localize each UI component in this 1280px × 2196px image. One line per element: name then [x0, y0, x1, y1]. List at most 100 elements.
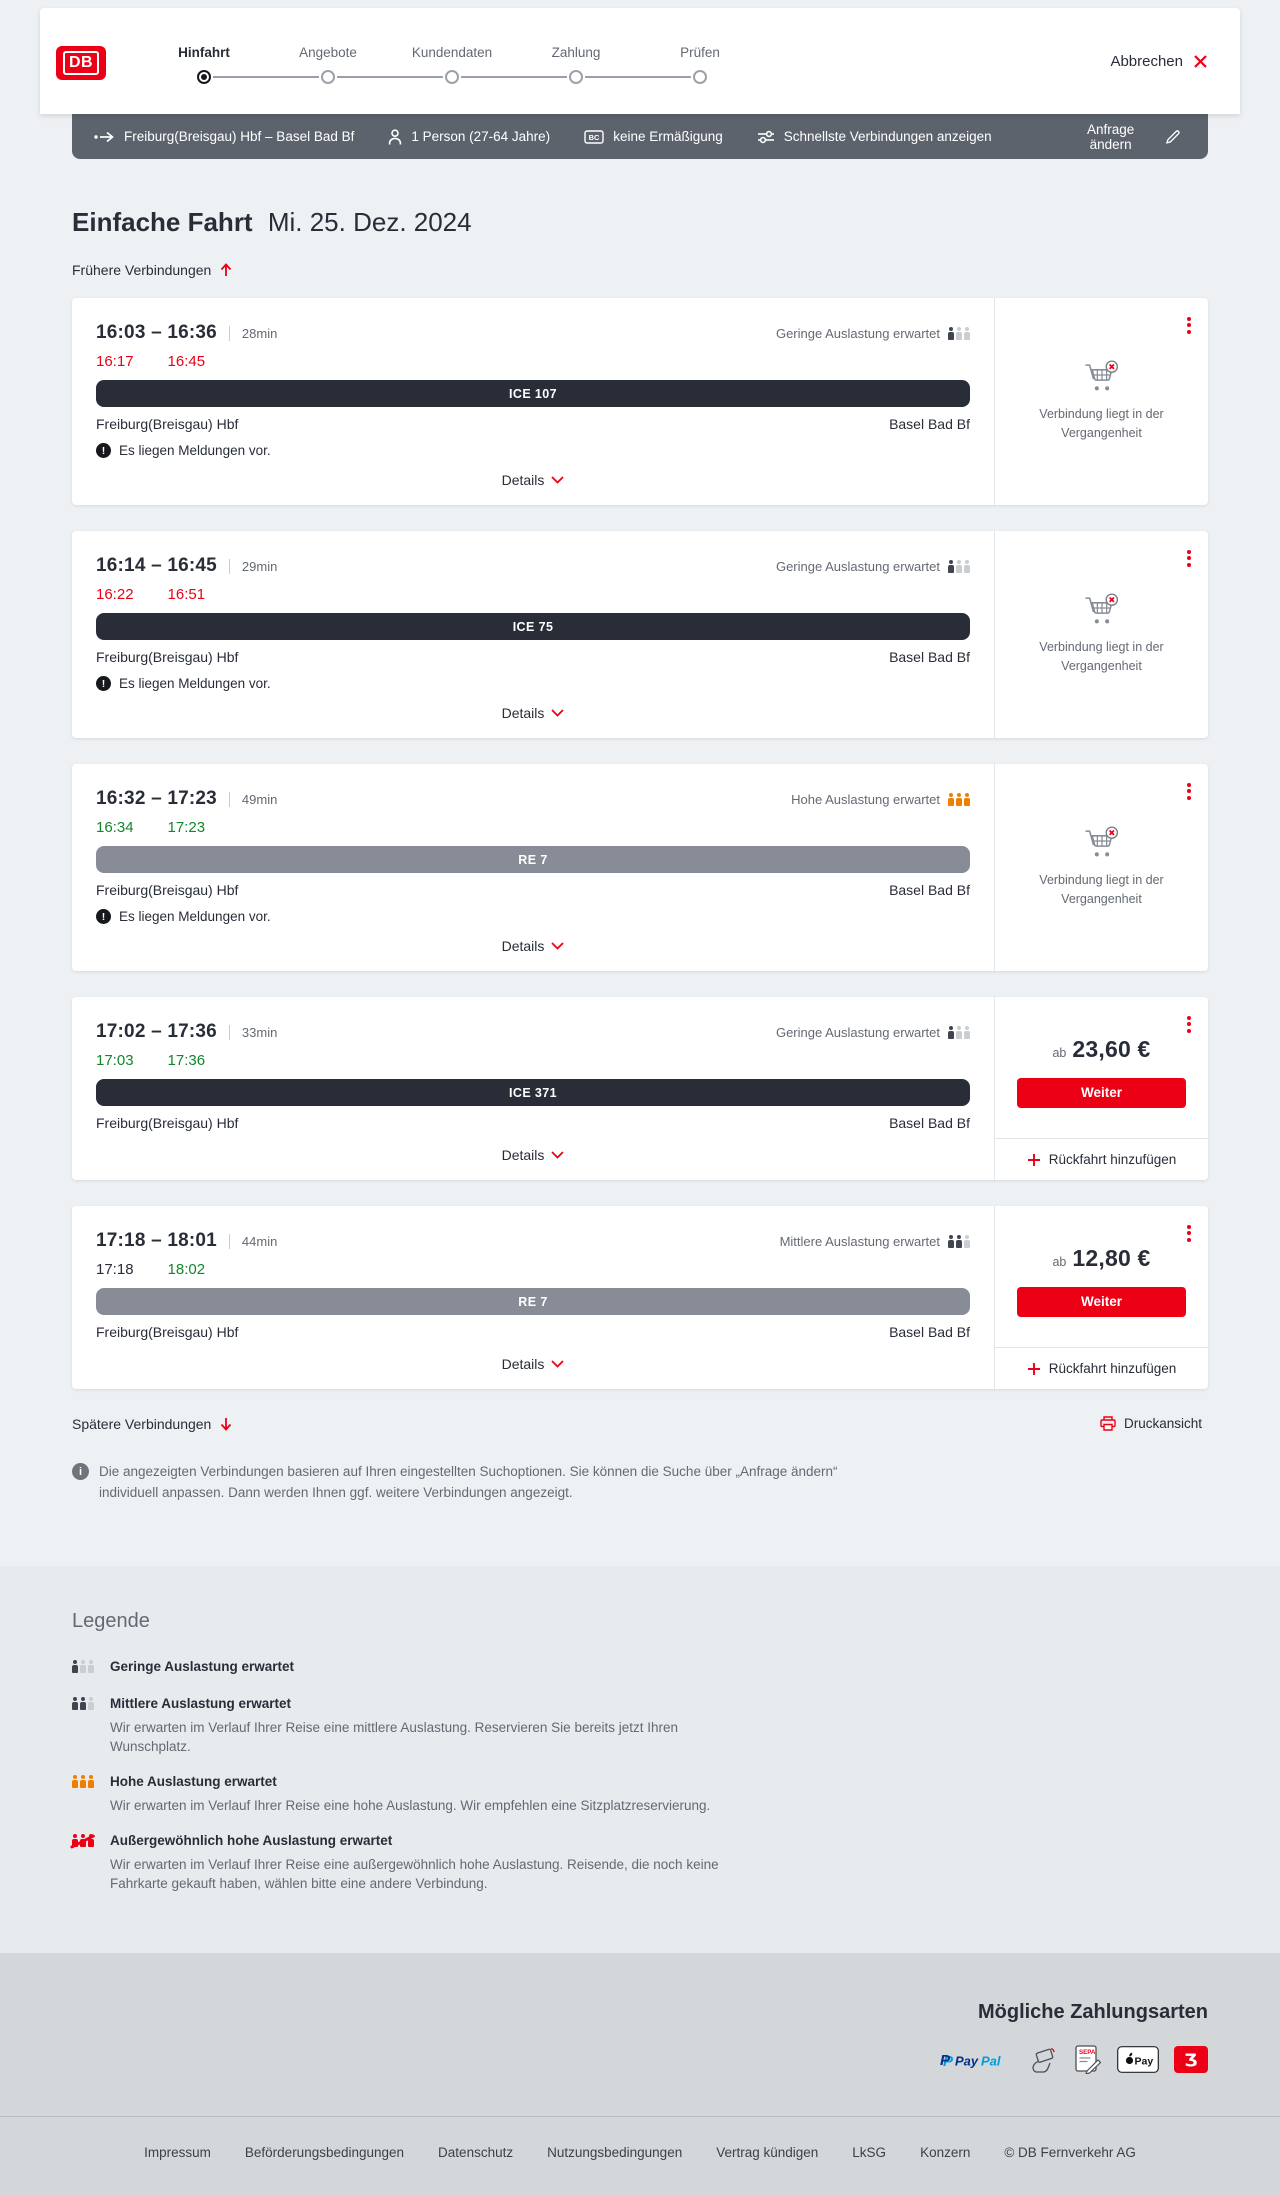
journey-duration: 49min	[241, 792, 278, 807]
print-view-button[interactable]: Druckansicht	[1094, 1415, 1208, 1432]
step-zahlung[interactable]: Zahlung	[514, 45, 691, 84]
legend-item-high: Hohe Auslastung erwartet Wir erwarten im…	[72, 1774, 1208, 1816]
search-options-note: Die angezeigten Verbindungen basieren au…	[72, 1462, 882, 1566]
price-prefix: ab	[1052, 1254, 1067, 1269]
passenger-summary: 1 Person (27-64 Jahre)	[388, 128, 550, 145]
add-return-trip-button[interactable]: Rückfahrt hinzufügen	[1021, 1360, 1183, 1377]
details-button[interactable]: Details	[496, 691, 571, 722]
continue-button[interactable]: Weiter	[1017, 1077, 1186, 1108]
train-badge[interactable]: RE 7	[96, 1288, 970, 1315]
person-icon	[389, 128, 402, 144]
step-dot	[321, 69, 335, 84]
price: 12,80 €	[1072, 1244, 1151, 1271]
page-bottom: Mögliche Zahlungsarten P P Pay Pal	[0, 1952, 1280, 2196]
train-badge[interactable]: ICE 75	[96, 613, 970, 640]
wizard-header: DB Hinfahrt Angebote Kundendaten Zahlung…	[40, 8, 1240, 114]
legend-item-medium: Mittlere Auslastung erwartet Wir erwarte…	[72, 1696, 1208, 1757]
realtime-arrival: 16:51	[167, 586, 206, 603]
train-badge[interactable]: ICE 371	[96, 1079, 970, 1106]
journey-time: 16:14 – 16:45	[96, 555, 217, 576]
footer-link-impressum[interactable]: Impressum	[144, 2144, 211, 2160]
details-button[interactable]: Details	[496, 924, 571, 955]
step-kundendaten[interactable]: Kundendaten	[390, 45, 567, 84]
occupancy-icon	[948, 792, 970, 807]
more-menu-button[interactable]	[1183, 1218, 1195, 1248]
journey-time: 17:18 – 18:01	[96, 1230, 217, 1251]
realtime-departure: 17:18	[96, 1261, 134, 1278]
step-dot	[445, 69, 459, 84]
legend-item-exceptional: Außergewöhnlich hohe Auslastung erwartet…	[72, 1833, 1208, 1894]
past-connection-note: Verbindung liegt in der Vergangenheit	[1039, 873, 1164, 906]
destination-station: Basel Bad Bf	[889, 882, 970, 898]
printer-icon	[1100, 1416, 1116, 1431]
step-dot	[693, 69, 707, 84]
alert-icon	[96, 676, 111, 691]
svg-text:Ʒ: Ʒ	[1184, 2051, 1197, 2071]
search-summary-bar: Freiburg(Breisgau) Hbf – Basel Bad Bf 1 …	[72, 114, 1208, 159]
footer-link-vertrag-kuendigen[interactable]: Vertrag kündigen	[716, 2144, 819, 2160]
svg-text:Pal: Pal	[981, 2053, 1001, 2068]
divider	[228, 791, 230, 807]
step-hinfahrt[interactable]: Hinfahrt	[142, 45, 319, 84]
cancel-label: Abbrechen	[1110, 52, 1183, 70]
footer-link-lksg[interactable]: LkSG	[852, 2144, 887, 2160]
discount-summary: BC keine Ermäßigung	[584, 129, 723, 144]
payments-title: Mögliche Zahlungsarten	[977, 2000, 1208, 2023]
chevron-down-icon	[551, 476, 565, 484]
db-logo-text: DB	[62, 51, 100, 75]
occupancy-medium-icon	[72, 1696, 94, 1711]
occupancy-label: Geringe Auslastung erwartet	[775, 326, 940, 341]
cancel-button[interactable]: Abbrechen	[1104, 52, 1214, 71]
journey-message: Es liegen Meldungen vor.	[119, 909, 271, 924]
origin-station: Freiburg(Breisgau) Hbf	[96, 416, 239, 432]
more-menu-button[interactable]	[1183, 1009, 1195, 1039]
more-menu-button[interactable]	[1183, 776, 1195, 806]
journey-duration: 44min	[241, 1234, 278, 1249]
destination-station: Basel Bad Bf	[889, 1115, 970, 1131]
destination-station: Basel Bad Bf	[889, 649, 970, 665]
footer-link-befoerderungsbedingungen[interactable]: Beförderungsbedingungen	[244, 2144, 405, 2160]
fastest-connections-toggle[interactable]: Schnellste Verbindungen anzeigen	[757, 129, 992, 144]
alert-icon	[96, 443, 111, 458]
footer-link-datenschutz[interactable]: Datenschutz	[438, 2144, 514, 2160]
journey-card: 16:03 – 16:36 28min Geringe Auslastung e…	[72, 298, 1208, 505]
sepa-lastschrift-icon: SEPA	[1072, 2045, 1102, 2075]
occupancy-label: Mittlere Auslastung erwartet	[779, 1234, 940, 1249]
continue-button[interactable]: Weiter	[1017, 1286, 1186, 1317]
journey-card: 16:32 – 17:23 49min Hohe Auslastung erwa…	[72, 764, 1208, 971]
plus-icon	[1027, 1362, 1040, 1375]
occupancy-label: Hohe Auslastung erwartet	[791, 792, 940, 807]
chevron-down-icon	[551, 1151, 565, 1159]
step-pruefen[interactable]: Prüfen	[638, 45, 762, 84]
earlier-connections-link[interactable]: Frühere Verbindungen	[72, 262, 232, 278]
more-menu-button[interactable]	[1183, 310, 1195, 340]
pencil-icon	[1165, 130, 1180, 144]
journey-time: 17:02 – 17:36	[96, 1021, 217, 1042]
info-icon	[72, 1463, 89, 1480]
arrow-down-icon	[221, 1417, 232, 1431]
occupancy-icon	[948, 326, 970, 341]
travel-date: Mi. 25. Dez. 2024	[267, 207, 472, 237]
step-angebote[interactable]: Angebote	[266, 45, 443, 84]
occupancy-label: Geringe Auslastung erwartet	[775, 559, 940, 574]
details-button[interactable]: Details	[496, 458, 571, 489]
occupancy-icon	[948, 1234, 970, 1249]
divider	[228, 1024, 230, 1040]
edit-search-button[interactable]: Anfrage ändern	[1060, 121, 1186, 153]
more-menu-button[interactable]	[1183, 543, 1195, 573]
bahncard-icon: BC	[584, 129, 604, 144]
realtime-departure: 17:03	[96, 1052, 134, 1069]
train-badge[interactable]: ICE 107	[96, 380, 970, 407]
realtime-departure: 16:34	[96, 819, 134, 836]
train-badge[interactable]: RE 7	[96, 846, 970, 873]
details-button[interactable]: Details	[496, 1133, 571, 1164]
route-summary: Freiburg(Breisgau) Hbf – Basel Bad Bf	[94, 129, 354, 144]
footer-link-nutzungsbedingungen[interactable]: Nutzungsbedingungen	[547, 2144, 683, 2160]
later-connections-link[interactable]: Spätere Verbindungen	[72, 1416, 232, 1432]
legend-title: Legende	[72, 1609, 150, 1632]
add-return-trip-button[interactable]: Rückfahrt hinzufügen	[1021, 1151, 1183, 1168]
paypal-icon: P P Pay Pal	[940, 2046, 1014, 2074]
footer-link-konzern[interactable]: Konzern	[920, 2144, 971, 2160]
svg-text:SEPA: SEPA	[1079, 2049, 1096, 2056]
details-button[interactable]: Details	[496, 1342, 571, 1373]
